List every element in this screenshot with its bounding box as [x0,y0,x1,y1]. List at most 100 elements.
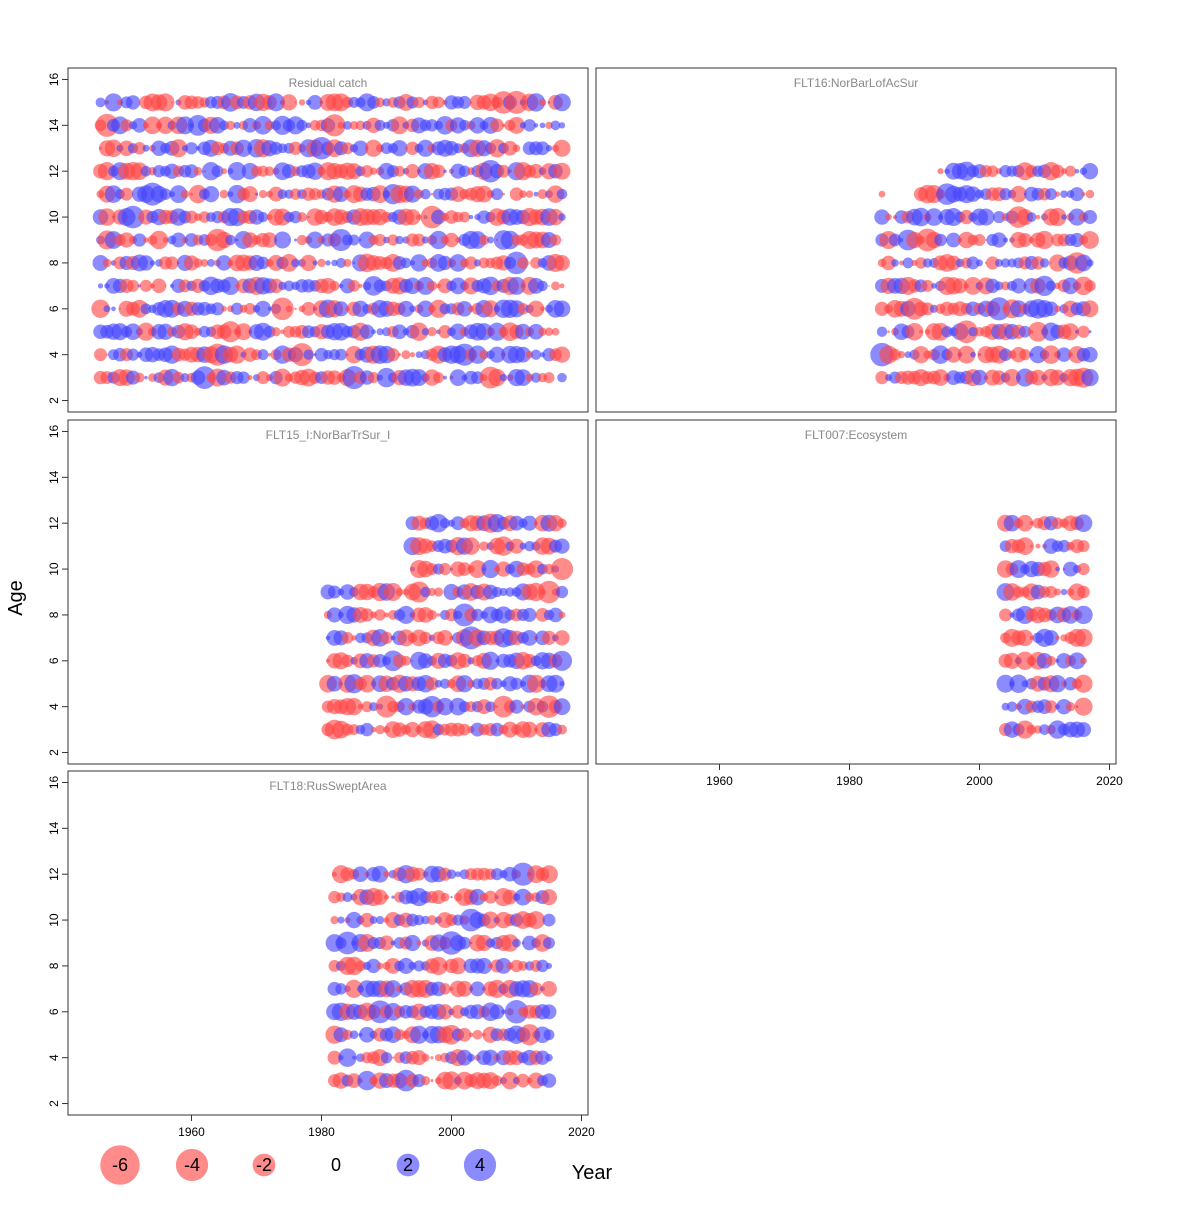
residual-bubble [409,322,429,341]
residual-bubble [472,1029,483,1040]
residual-bubble [1054,305,1061,313]
residual-bubble [934,233,947,247]
residual-bubble [1057,539,1071,553]
residual-bubble [528,163,544,179]
residual-bubble [126,348,140,361]
residual-bubble [897,351,906,359]
x-tick-label: 1960 [178,1125,205,1139]
residual-bubble [104,139,123,158]
residual-bubble [1068,652,1086,670]
residual-bubble [509,187,524,201]
residual-bubble [459,211,470,223]
residual-bubble [288,239,290,241]
residual-bubble [471,608,484,622]
residual-bubble [493,536,514,556]
residual-bubble [327,1050,342,1065]
residual-bubble [932,369,949,386]
residual-bubble [889,348,901,361]
residual-bubble [541,1004,557,1020]
residual-bubble [1039,258,1050,268]
panel-frame [595,67,1117,413]
residual-bubble [475,323,493,341]
residual-bubble [439,518,451,529]
residual-bubble [370,726,377,733]
residual-bubble [449,957,467,975]
residual-bubble [264,166,275,177]
residual-bubble [267,306,272,311]
residual-bubble [558,213,566,221]
y-tick-label: 4 [47,703,61,710]
residual-bubble [1081,368,1099,387]
residual-bubble [549,234,562,246]
residual-bubble [1050,164,1065,178]
y-tick-label: 16 [47,775,61,789]
residual-bubble [343,258,352,268]
legend-bubble [396,1153,420,1177]
residual-bubble [985,256,1000,270]
residual-bubble [977,208,995,226]
residual-bubble [237,371,250,384]
residual-bubble [431,890,446,905]
residual-bubble [211,165,224,178]
residual-bubble [421,327,430,336]
residual-bubble [1029,346,1047,364]
residual-bubble [326,607,343,623]
residual-bubble [256,371,270,385]
residual-bubble [1053,588,1062,596]
residual-bubble [1015,720,1035,739]
residual-bubble [420,586,431,598]
residual-bubble [955,320,978,344]
residual-bubble [394,165,405,177]
residual-bubble [536,959,549,973]
residual-bubble [410,369,428,387]
residual-bubble [185,210,198,224]
residual-bubble [425,119,439,132]
residual-bubble [457,1027,472,1042]
residual-bubble [874,209,890,225]
residual-bubble [458,165,471,177]
residual-bubble [335,983,347,995]
residual-bubble [991,232,1007,248]
residual-bubble [535,1050,550,1065]
residual-bubble [902,257,914,269]
residual-bubble [360,722,374,737]
residual-bubble [875,370,889,385]
panels-layer: Residual catch 2 4 6 8 10 12 14 16 FLT16:NorBarLo… [47,67,1123,1139]
residual-bubble [1045,188,1057,201]
residual-bubble [1061,323,1080,341]
residual-bubble [550,557,574,581]
residual-bubble [553,698,571,716]
residual-bubble [1041,345,1061,364]
residual-bubble [357,1070,377,1091]
residual-bubble [558,122,566,129]
residual-bubble [341,631,354,644]
residual-bubble [468,345,487,364]
residual-bubble [1006,701,1018,712]
residual-bubble [397,957,415,974]
residual-bubble [537,189,548,200]
residual-bubble [521,515,538,531]
residual-bubble [1030,544,1033,548]
residual-bubble [1002,237,1009,243]
residual-bubble [887,330,890,334]
residual-bubble [271,327,281,337]
residual-bubble [303,349,314,360]
residual-bubble [491,188,503,201]
residual-bubble [207,259,215,267]
residual-bubble [230,302,244,315]
residual-bubble [352,866,369,882]
residual-bubble [946,232,961,248]
residual-bubble [545,145,553,152]
residual-bubble [1077,325,1090,338]
y-tick-label: 2 [47,397,61,404]
residual-bubble [355,120,366,131]
residual-bubble [1077,562,1090,576]
residual-bubble [307,94,323,110]
residual-bubble [343,120,352,130]
y-tick-label: 8 [47,611,61,618]
residual-bubble [438,562,452,576]
residual-bubble [411,1050,427,1066]
legend-label: 4 [475,1155,485,1175]
residual-bubble [1035,543,1041,549]
residual-bubble [306,231,324,249]
